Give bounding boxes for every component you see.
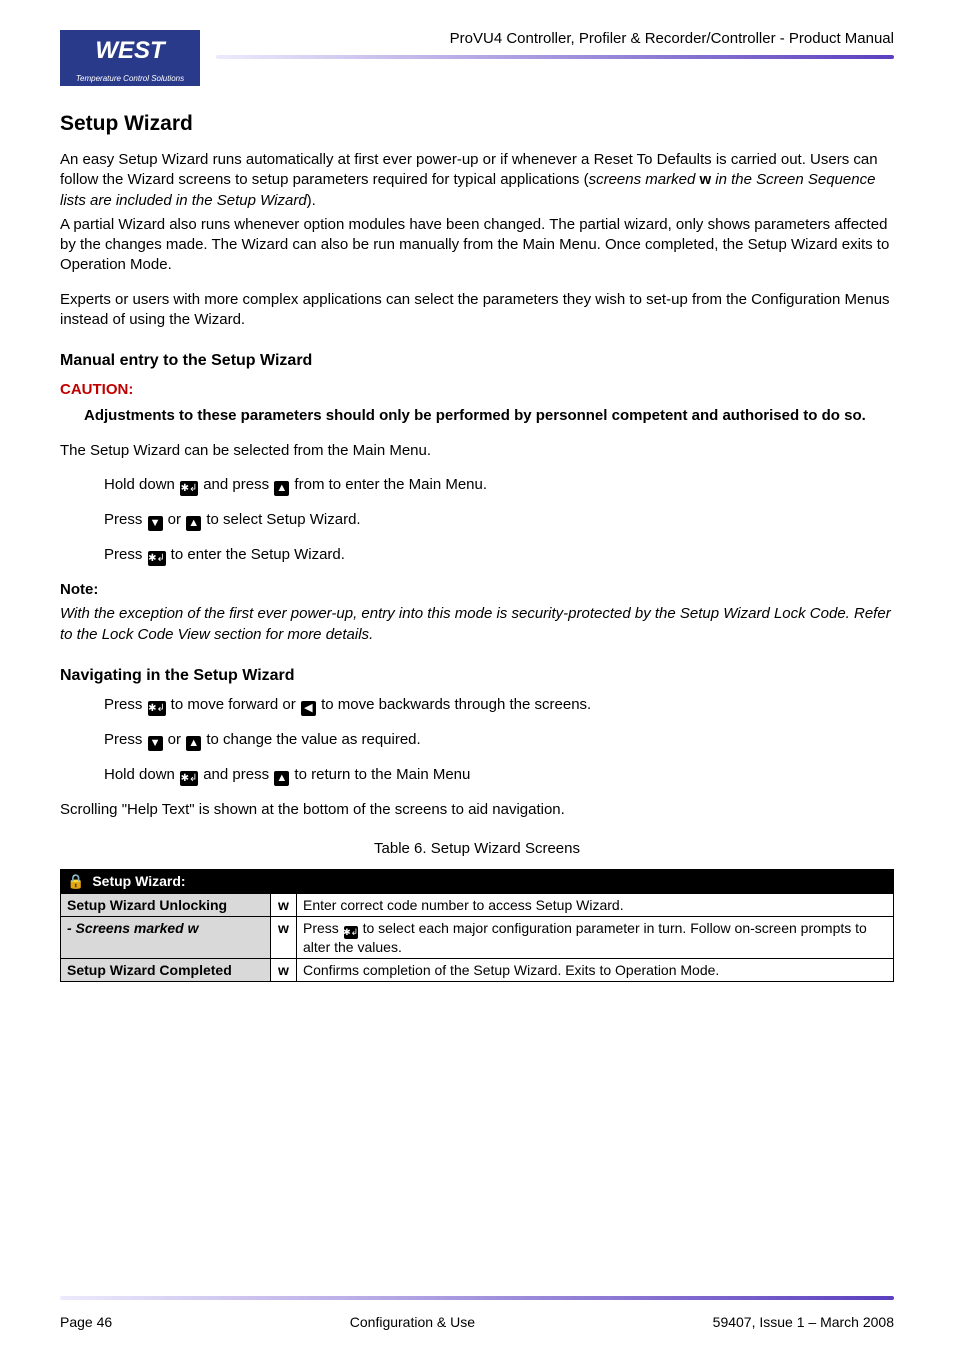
row-desc: Press ✱↲ to select each major configurat… <box>297 916 894 958</box>
header-right: ProVU4 Controller, Profiler & Recorder/C… <box>216 30 894 59</box>
manual-entry-lead: The Setup Wizard can be selected from th… <box>60 441 894 461</box>
intro-paragraph-3: Experts or users with more complex appli… <box>60 290 894 331</box>
intro-paragraph-1: An easy Setup Wizard runs automatically … <box>60 150 894 211</box>
intro-paragraph-2: A partial Wizard also runs whenever opti… <box>60 215 894 276</box>
table-header-row: 🔒 Setup Wizard: <box>61 869 894 893</box>
up-icon: ▲ <box>186 516 201 531</box>
table-row: - Screens marked w w Press ✱↲ to select … <box>61 916 894 958</box>
row-w: w <box>271 958 297 981</box>
step-2: Press ▼ or ▲ to select Setup Wizard. <box>104 510 894 531</box>
down-icon: ▼ <box>148 736 163 751</box>
manual-entry-steps: Hold down ✱↲ and press ▲ from to enter t… <box>104 475 894 566</box>
manual-entry-heading: Manual entry to the Setup Wizard <box>60 352 894 370</box>
header-rule <box>216 55 894 59</box>
page-header: WEST Temperature Control Solutions ProVU… <box>60 30 894 90</box>
note-body: With the exception of the first ever pow… <box>60 604 894 645</box>
row-w: w <box>271 893 297 916</box>
nav-step-3: Hold down ✱↲ and press ▲ to return to th… <box>104 765 894 786</box>
up-icon: ▲ <box>274 771 289 786</box>
navigating-steps: Press ✱↲ to move forward or ◀ to move ba… <box>104 695 894 786</box>
page: WEST Temperature Control Solutions ProVU… <box>0 0 954 1350</box>
step-1: Hold down ✱↲ and press ▲ from to enter t… <box>104 475 894 496</box>
nav-step-1: Press ✱↲ to move forward or ◀ to move ba… <box>104 695 894 716</box>
table-header: 🔒 Setup Wizard: <box>61 869 894 893</box>
row-desc: Confirms completion of the Setup Wizard.… <box>297 958 894 981</box>
navigating-heading: Navigating in the Setup Wizard <box>60 667 894 685</box>
navigating-tail: Scrolling "Help Text" is shown at the bo… <box>60 800 894 820</box>
brand-logo: WEST Temperature Control Solutions <box>60 30 200 90</box>
enter-icon: ✱↲ <box>180 481 198 496</box>
document-title: ProVU4 Controller, Profiler & Recorder/C… <box>216 30 894 53</box>
row-w: w <box>271 916 297 958</box>
step-3: Press ✱↲ to enter the Setup Wizard. <box>104 545 894 566</box>
footer-issue: 59407, Issue 1 – March 2008 <box>713 1314 894 1330</box>
page-footer: Page 46 Configuration & Use 59407, Issue… <box>60 1300 894 1330</box>
table-caption: Table 6. Setup Wizard Screens <box>60 839 894 859</box>
footer-section: Configuration & Use <box>350 1314 475 1330</box>
row-desc: Enter correct code number to access Setu… <box>297 893 894 916</box>
row-label: - Screens marked w <box>61 916 271 958</box>
caution-body: Adjustments to these parameters should o… <box>84 406 894 426</box>
lock-icon: 🔒 <box>67 873 84 889</box>
up-icon: ▲ <box>186 736 201 751</box>
row-label: Setup Wizard Completed <box>61 958 271 981</box>
enter-icon: ✱↲ <box>344 926 358 939</box>
enter-icon: ✱↲ <box>180 771 198 786</box>
row-label: Setup Wizard Unlocking <box>61 893 271 916</box>
nav-step-2: Press ▼ or ▲ to change the value as requ… <box>104 730 894 751</box>
footer-page: Page 46 <box>60 1314 112 1330</box>
enter-icon: ✱↲ <box>148 551 166 566</box>
table-row: Setup Wizard Completed w Confirms comple… <box>61 958 894 981</box>
table-row: Setup Wizard Unlocking w Enter correct c… <box>61 893 894 916</box>
down-icon: ▼ <box>148 516 163 531</box>
section-heading: Setup Wizard <box>60 112 894 136</box>
note-label: Note: <box>60 580 894 600</box>
svg-text:Temperature Control Solutions: Temperature Control Solutions <box>76 74 184 83</box>
enter-icon: ✱↲ <box>148 701 166 716</box>
up-icon: ▲ <box>274 481 289 496</box>
back-icon: ◀ <box>301 701 316 716</box>
caution-label: CAUTION: <box>60 380 894 400</box>
svg-text:WEST: WEST <box>95 37 167 64</box>
setup-wizard-table: 🔒 Setup Wizard: Setup Wizard Unlocking w… <box>60 869 894 982</box>
